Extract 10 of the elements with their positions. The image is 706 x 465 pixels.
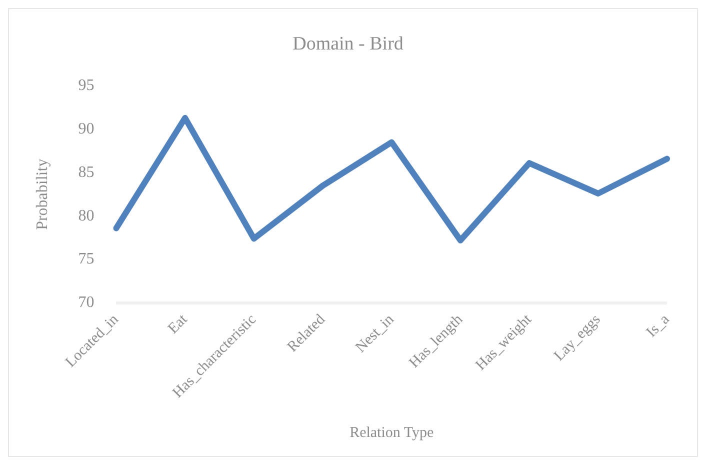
x-axis-title: Relation Type <box>350 424 434 441</box>
y-tick-label: 95 <box>78 77 94 94</box>
y-tick-label: 90 <box>78 120 94 138</box>
y-tick-label: 70 <box>78 294 94 312</box>
y-tick-label: 75 <box>78 250 94 268</box>
x-tick-label: Is_a <box>644 311 673 341</box>
y-tick-label: 80 <box>78 207 94 224</box>
y-axis-title: Probability <box>34 158 51 230</box>
y-tick-label: 85 <box>78 164 94 181</box>
chart-title: Domain - Bird <box>292 33 404 54</box>
